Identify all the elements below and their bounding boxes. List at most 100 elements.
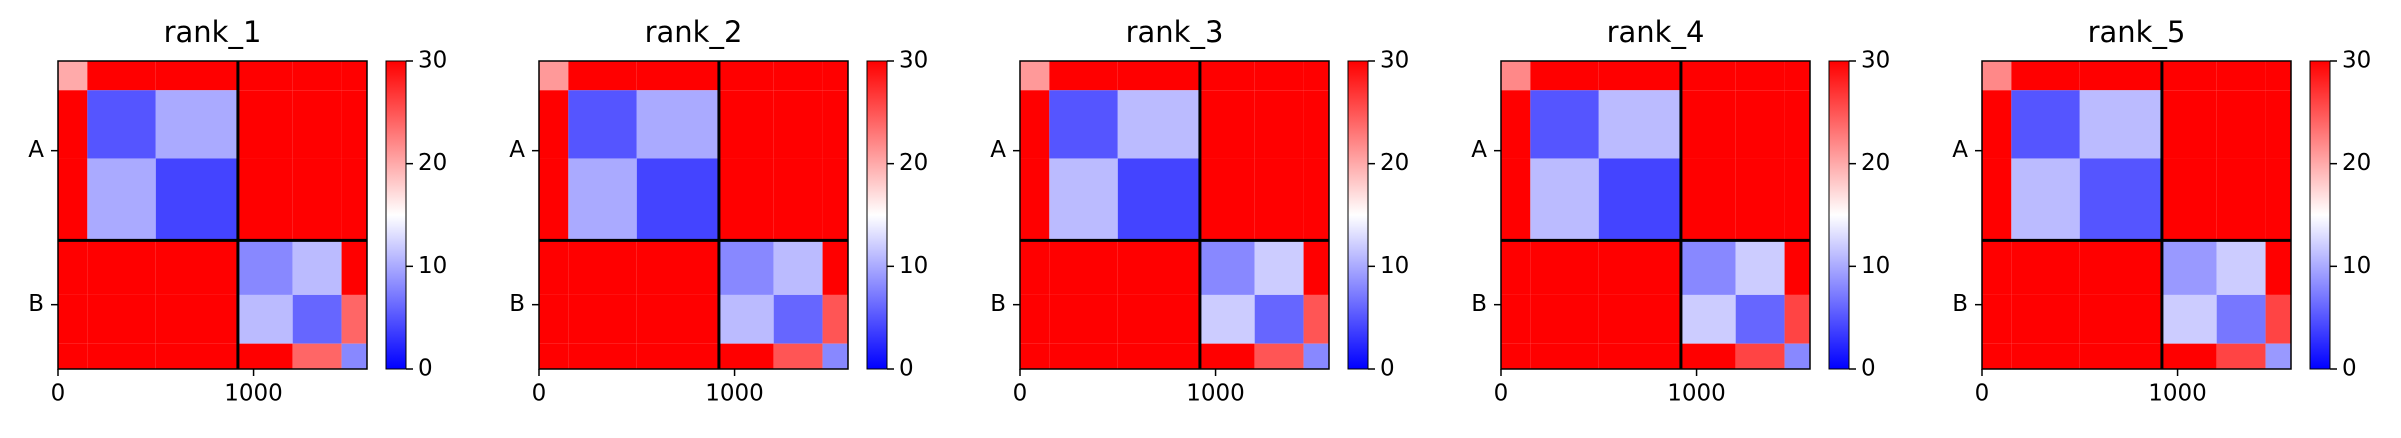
heat-cell [1117, 343, 1200, 369]
colorbar-tick-label: 30 [899, 48, 928, 74]
colorbar-tick-label: 30 [1380, 48, 1409, 74]
heat-cell [773, 61, 823, 91]
heat-cell [1680, 294, 1736, 344]
heat-cell [1982, 343, 2012, 369]
heat-cell [568, 240, 637, 295]
heat-cell [341, 343, 367, 369]
heat-cell [292, 240, 342, 295]
heat-cell [568, 61, 637, 91]
heat-cell [155, 294, 238, 344]
heat-cell [822, 61, 848, 91]
heat-cell [1735, 343, 1785, 369]
heat-cell [1598, 343, 1681, 369]
y-tick-label: A [1952, 137, 1968, 163]
heat-cell [718, 294, 774, 344]
colorbar-tick-label: 0 [1861, 356, 1876, 382]
heat-cell [1303, 294, 1329, 344]
heat-cell [2011, 343, 2080, 369]
heat-cell [2216, 343, 2266, 369]
heat-cell [1117, 294, 1200, 344]
heat-cell [636, 294, 719, 344]
heat-cell [2216, 90, 2266, 159]
heat-cell [822, 90, 848, 159]
heat-cell [2161, 61, 2217, 91]
heat-cell [341, 61, 367, 91]
heat-cell [1020, 158, 1050, 241]
heat-cell [155, 90, 238, 159]
y-tick-label: B [28, 291, 44, 317]
heat-cell [636, 158, 719, 241]
heat-cell [1530, 90, 1599, 159]
heat-cell [2161, 90, 2217, 159]
colorbar-tick-label: 30 [2342, 48, 2371, 74]
heat-cell [2011, 240, 2080, 295]
heat-cell [1530, 240, 1599, 295]
heat-cell [1501, 90, 1531, 159]
heat-cell [155, 158, 238, 241]
heat-cell [822, 294, 848, 344]
heat-cell [1680, 90, 1736, 159]
heat-cell [292, 90, 342, 159]
heat-cell [1530, 343, 1599, 369]
heat-cell [341, 158, 367, 241]
heat-cell [1020, 343, 1050, 369]
heat-cell [1254, 158, 1304, 241]
colorbar-tick-label: 0 [899, 356, 914, 382]
heat-cell [87, 294, 156, 344]
heat-cell [1049, 294, 1118, 344]
x-tick-label: 1000 [224, 381, 283, 407]
heat-cell [2079, 343, 2162, 369]
heat-cell [58, 240, 88, 295]
heat-cell [155, 240, 238, 295]
heat-cell [1501, 158, 1531, 241]
heat-cell [2161, 158, 2217, 241]
heat-cell [2161, 294, 2217, 344]
colorbar [385, 60, 407, 370]
heat-cell [718, 343, 774, 369]
heat-cell [1199, 61, 1255, 91]
heat-cell [155, 343, 238, 369]
heat-cell [1117, 61, 1200, 91]
heat-cell [773, 343, 823, 369]
heat-cell [2079, 294, 2162, 344]
heat-cell [568, 343, 637, 369]
y-tick-label: A [509, 137, 525, 163]
heat-cell [822, 343, 848, 369]
heat-cell [2265, 90, 2291, 159]
heat-cell [237, 294, 293, 344]
colorbar-tick-label: 30 [1861, 48, 1890, 74]
heat-cell [1982, 90, 2012, 159]
plot-frame [1019, 60, 1330, 370]
heat-cell [341, 294, 367, 344]
heat-cell [2011, 61, 2080, 91]
heat-cell [2011, 158, 2080, 241]
heat-cell [2265, 240, 2291, 295]
heat-cell [1784, 343, 1810, 369]
heat-cell [1680, 61, 1736, 91]
chart-title: rank_5 [2088, 15, 2186, 49]
heat-cell [1598, 61, 1681, 91]
colorbar [1347, 60, 1369, 370]
plot-frame [1500, 60, 1811, 370]
heat-cell [58, 158, 88, 241]
heat-cell [1303, 240, 1329, 295]
heat-cell [1199, 294, 1255, 344]
heat-cell [1254, 240, 1304, 295]
heat-cell [292, 61, 342, 91]
heat-cell [58, 90, 88, 159]
heat-cell [1199, 240, 1255, 295]
heat-cell [539, 90, 569, 159]
colorbar [866, 60, 888, 370]
heat-cell [2079, 90, 2162, 159]
y-tick-label: B [1471, 291, 1487, 317]
heat-cell [1020, 294, 1050, 344]
colorbar-tick-label: 10 [1861, 253, 1890, 279]
heat-cell [237, 90, 293, 159]
heat-cell [1303, 343, 1329, 369]
heat-cell [1254, 61, 1304, 91]
heat-cell [568, 158, 637, 241]
x-tick-label: 0 [1494, 381, 1509, 407]
heat-cell [58, 343, 88, 369]
heat-cell [1784, 61, 1810, 91]
plot-frame [538, 60, 849, 370]
